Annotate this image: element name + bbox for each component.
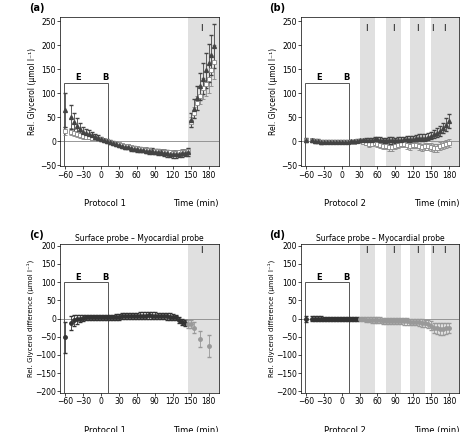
Text: Time (min): Time (min)	[413, 199, 458, 208]
Text: I: I	[392, 24, 394, 33]
Text: B: B	[343, 273, 349, 282]
Text: I: I	[392, 246, 394, 255]
Text: E: E	[315, 273, 321, 282]
Text: I: I	[442, 24, 444, 33]
Bar	[430, 244, 458, 393]
Text: I: I	[415, 24, 418, 33]
Text: Protocol 1: Protocol 1	[83, 199, 125, 208]
Y-axis label: Rel. Glycerol (μmol l⁻¹): Rel. Glycerol (μmol l⁻¹)	[28, 48, 37, 135]
Bar	[430, 17, 458, 166]
Y-axis label: Rel. Glycerol difference (μmol l⁻¹): Rel. Glycerol difference (μmol l⁻¹)	[267, 260, 274, 377]
Text: B: B	[343, 73, 349, 82]
Text: I: I	[415, 246, 418, 255]
Bar	[64, 282, 108, 393]
Text: E: E	[75, 73, 81, 82]
Text: I: I	[442, 246, 444, 255]
Bar	[304, 282, 348, 393]
Y-axis label: Rel. Glycerol difference (μmol l⁻¹): Rel. Glycerol difference (μmol l⁻¹)	[26, 260, 34, 377]
Text: B: B	[102, 73, 109, 82]
Bar	[359, 244, 374, 393]
Text: (d): (d)	[269, 229, 285, 239]
Bar	[304, 83, 348, 166]
Text: Protocol 2: Protocol 2	[324, 426, 365, 432]
Text: Time (min): Time (min)	[173, 199, 218, 208]
Title: Surface probe – Myocardial probe: Surface probe – Myocardial probe	[315, 234, 444, 243]
Bar	[187, 17, 218, 166]
Text: E: E	[315, 73, 321, 82]
Text: Time (min): Time (min)	[413, 426, 458, 432]
Y-axis label: Rel. Glycerol (μmol l⁻¹): Rel. Glycerol (μmol l⁻¹)	[269, 48, 277, 135]
Bar	[386, 17, 400, 166]
Text: I: I	[430, 246, 433, 255]
Text: I: I	[200, 24, 202, 33]
Bar	[386, 244, 400, 393]
Text: Time (min): Time (min)	[173, 426, 218, 432]
Text: (b): (b)	[269, 3, 285, 13]
Text: Protocol 1: Protocol 1	[83, 426, 125, 432]
Text: I: I	[365, 246, 367, 255]
Bar	[64, 83, 108, 166]
Title: Surface probe – Myocardial probe: Surface probe – Myocardial probe	[75, 234, 203, 243]
Text: E: E	[75, 273, 81, 282]
Bar	[409, 244, 425, 393]
Text: Protocol 2: Protocol 2	[324, 199, 365, 208]
Text: B: B	[102, 273, 109, 282]
Text: I: I	[365, 24, 367, 33]
Bar	[409, 17, 425, 166]
Text: I: I	[430, 24, 433, 33]
Text: (a): (a)	[29, 3, 44, 13]
Bar	[187, 244, 218, 393]
Bar	[359, 17, 374, 166]
Text: (c): (c)	[29, 229, 44, 239]
Text: I: I	[200, 246, 202, 255]
